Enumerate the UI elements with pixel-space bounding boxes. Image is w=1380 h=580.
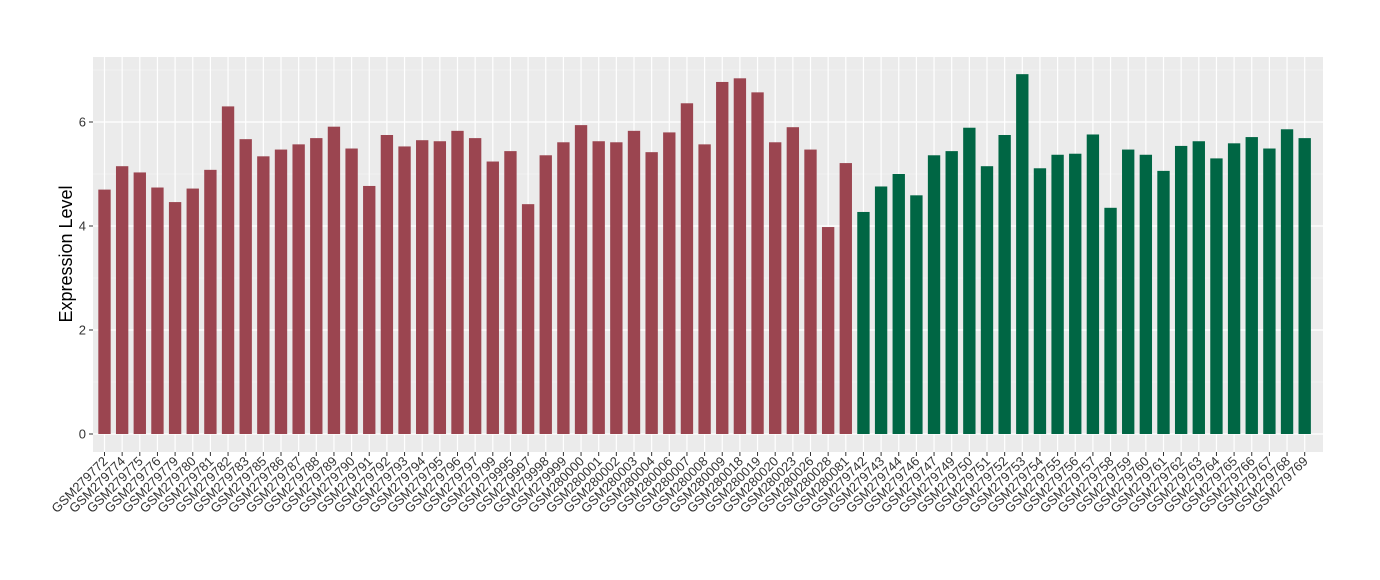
bar-GSM280009 xyxy=(716,81,729,435)
y-axis-title: Expression Level xyxy=(56,185,76,322)
bar-GSM279749 xyxy=(945,151,958,434)
bar-GSM279744 xyxy=(892,174,905,434)
bar-GSM280000 xyxy=(574,125,588,435)
bar-GSM279790 xyxy=(345,148,358,434)
bar-GSM279786 xyxy=(274,149,288,434)
bar-GSM279785 xyxy=(257,156,270,434)
bar-GSM279776 xyxy=(151,187,164,434)
bar-GSM279760 xyxy=(1139,154,1153,434)
bar-GSM280001 xyxy=(592,141,605,435)
x-axis-ticks: GSM279772GSM279774GSM279775GSM279776GSM2… xyxy=(48,452,1311,516)
bar-GSM279999 xyxy=(557,142,570,434)
y-tick-label: 6 xyxy=(79,115,86,130)
bar-GSM279769 xyxy=(1298,138,1311,434)
bar-GSM280020 xyxy=(769,142,782,434)
bars xyxy=(98,74,1311,435)
bar-GSM279762 xyxy=(1174,145,1188,435)
bar-GSM279746 xyxy=(910,195,923,434)
bar-GSM279756 xyxy=(1069,153,1082,434)
bar-GSM280081 xyxy=(839,163,852,434)
bar-GSM279747 xyxy=(927,155,941,434)
bar-GSM280026 xyxy=(804,149,817,434)
bar-GSM279751 xyxy=(980,166,994,434)
bar-GSM279764 xyxy=(1210,158,1223,434)
bar-GSM279781 xyxy=(204,169,217,434)
bar-GSM279754 xyxy=(1033,168,1047,434)
bar-GSM279795 xyxy=(433,141,447,435)
bar-GSM280006 xyxy=(663,132,676,434)
y-tick-label: 4 xyxy=(79,219,86,234)
y-axis-ticks: 0 2 4 6 xyxy=(79,115,93,442)
bar-GSM280007 xyxy=(680,103,694,434)
bar-GSM280002 xyxy=(610,142,623,434)
bar-GSM279794 xyxy=(416,140,429,434)
bar-GSM279774 xyxy=(115,166,129,434)
bar-GSM280019 xyxy=(751,92,764,435)
bar-GSM279755 xyxy=(1051,154,1064,434)
bar-GSM279792 xyxy=(380,135,394,434)
bar-GSM279789 xyxy=(327,126,341,435)
bar-GSM279772 xyxy=(98,189,111,434)
bar-GSM279757 xyxy=(1086,134,1100,435)
bar-GSM279750 xyxy=(963,127,976,434)
bar-GSM279799 xyxy=(486,161,499,434)
bar-GSM279797 xyxy=(468,138,482,434)
bar-GSM279767 xyxy=(1263,148,1276,434)
bar-GSM279752 xyxy=(998,135,1011,434)
bar-GSM279787 xyxy=(292,144,305,435)
bar-GSM279766 xyxy=(1245,137,1258,434)
bar-GSM279753 xyxy=(1016,74,1029,434)
bar-GSM279759 xyxy=(1122,149,1135,434)
bar-GSM279793 xyxy=(398,146,411,434)
bar-GSM279995 xyxy=(504,151,517,434)
bar-GSM280003 xyxy=(627,130,641,434)
bar-GSM279742 xyxy=(857,211,870,434)
y-tick-label: 0 xyxy=(79,427,86,442)
bar-GSM279768 xyxy=(1280,129,1294,434)
bar-GSM280004 xyxy=(645,152,658,434)
bar-GSM280028 xyxy=(821,227,835,434)
bar-GSM279782 xyxy=(221,106,235,435)
bar-GSM279783 xyxy=(239,139,252,434)
bar-GSM279758 xyxy=(1104,207,1117,434)
bar-GSM279788 xyxy=(310,138,323,434)
bar-GSM279761 xyxy=(1157,170,1170,434)
bar-GSM280018 xyxy=(733,78,747,434)
bar-GSM280008 xyxy=(698,144,711,435)
bar-GSM279791 xyxy=(363,185,376,434)
bar-GSM279765 xyxy=(1227,143,1241,434)
bar-GSM279997 xyxy=(521,204,535,434)
bar-GSM279796 xyxy=(451,130,464,434)
bar-GSM279763 xyxy=(1192,141,1205,435)
bar-GSM279743 xyxy=(874,186,888,434)
bar-GSM279998 xyxy=(539,155,552,434)
bar-GSM279779 xyxy=(168,202,182,434)
y-tick-label: 2 xyxy=(79,323,86,338)
bar-GSM280023 xyxy=(786,127,800,434)
bar-GSM279775 xyxy=(133,172,146,434)
bar-GSM279780 xyxy=(186,188,199,434)
